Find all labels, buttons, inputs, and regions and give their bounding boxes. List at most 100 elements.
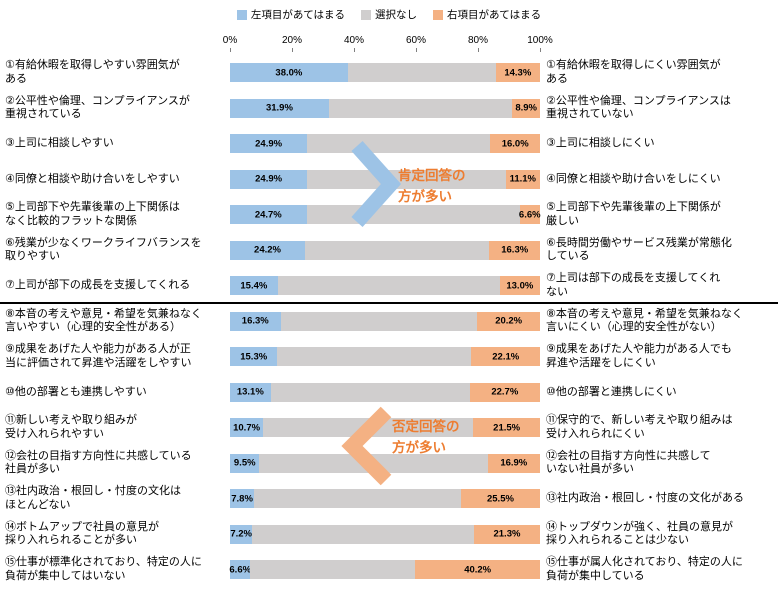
stacked-bar: 24.9% 11.1% (230, 169, 540, 189)
legend-label: 選択なし (375, 9, 417, 21)
right-item-label: ⑮仕事が属人化されており、特定の人に 負荷が集中している (546, 556, 743, 582)
positive-annotation: 肯定回答の 方が多い (398, 168, 466, 204)
bar-segment-left-applies: 24.9% (230, 134, 308, 154)
left-value-label: 31.9% (265, 102, 293, 114)
survey-row: ⑮仕事が標準化されており、特定の人に 負荷が集中してはいない 6.6% 40.2… (0, 552, 778, 588)
left-item-label: ⑨成果をあげた人や能力がある人が正 当に評価されて昇進や活躍をしやすい (5, 343, 192, 369)
left-value-label: 7.2% (230, 528, 252, 540)
axis-tick-mark (540, 48, 541, 52)
stacked-bar: 16.3% 20.2% (230, 311, 540, 331)
left-value-label: 16.3% (241, 315, 269, 327)
axis-tick-label: 100% (527, 35, 553, 46)
right-value-label: 22.1% (492, 351, 520, 363)
survey-row: ①有給休暇を取得しやすい雰囲気が ある 38.0% 14.3% ①有給休暇を取得… (0, 55, 778, 91)
axis-tick-label: 40% (343, 35, 365, 46)
survey-row: ④同僚と相談や助け合いをしやすい 24.9% 11.1% ④同僚と相談や助け合い… (0, 162, 778, 198)
survey-row: ⑫会社の目指す方向性に共感している 社員が多い 9.5% 16.9% ⑫会社の目… (0, 446, 778, 482)
axis-tick-label: 0% (222, 35, 238, 46)
right-item-label: ②公平性や倫理、コンプライアンスは 重視されていない (546, 94, 731, 121)
axis-tick-label: 80% (467, 35, 489, 46)
bar-segment-right-applies: 40.2% (415, 560, 540, 580)
bar-segment-no-selection (277, 276, 500, 296)
bar-segment-right-applies: 20.2% (477, 311, 540, 331)
survey-row: ②公平性や倫理、コンプライアンスが 重視されている 31.9% 8.9% ②公平… (0, 91, 778, 127)
left-value-label: 7.8% (231, 493, 253, 505)
bar-segment-no-selection (347, 63, 496, 83)
left-value-label: 15.3% (240, 351, 268, 363)
bar-segment-right-applies: 14.3% (495, 63, 540, 83)
right-value-label: 20.2% (495, 315, 523, 327)
right-value-label: 13.0% (506, 280, 534, 292)
bar-segment-right-applies: 11.1% (505, 169, 540, 189)
group-separator-line (0, 302, 778, 304)
left-item-label: ⑮仕事が標準化されており、特定の人に 負荷が集中してはいない (5, 556, 202, 582)
axis-tick-mark (416, 48, 417, 52)
legend-item: 左項目があてはまる (236, 7, 345, 22)
left-item-label: ⑪新しい考えや取り組みが 受け入れられやすい (5, 414, 137, 440)
stacked-bar: 24.2% 16.3% (230, 240, 540, 260)
left-value-label: 15.4% (240, 280, 268, 292)
bar-segment-left-applies: 24.7% (230, 205, 307, 225)
bar-segment-left-applies: 24.2% (230, 240, 306, 260)
left-value-label: 24.9% (255, 138, 283, 150)
survey-row: ⑨成果をあげた人や能力がある人が正 当に評価されて昇進や活躍をしやすい 15.3… (0, 339, 778, 375)
right-item-label: ⑬社内政治・根回し・忖度の文化がある (546, 492, 744, 504)
bar-segment-no-selection (280, 311, 478, 331)
left-item-label: ⑬社内政治・根回し・忖度の文化は ほとんどない (5, 485, 181, 511)
bar-segment-left-applies: 15.3% (230, 347, 278, 367)
negative-annotation: 否定回答の 方が多い (392, 419, 460, 455)
right-item-label: ⑦上司は部下の成長を支援してくれ ない (546, 272, 721, 298)
right-value-label: 8.9% (515, 102, 537, 114)
bar-segment-no-selection (305, 240, 490, 260)
right-item-label: ④同僚と相談や助け合いをしにくい (546, 172, 721, 185)
left-item-label: ①有給休暇を取得しやすい雰囲気が ある (5, 59, 180, 85)
survey-row: ⑪新しい考えや取り組みが 受け入れられやすい 10.7% 21.5% ⑪保守的で… (0, 410, 778, 446)
left-value-label: 24.7% (254, 209, 282, 221)
axis-tick-label: 20% (281, 35, 303, 46)
stacked-bar: 31.9% 8.9% (230, 98, 540, 118)
right-item-label: ③上司に相談しにくい (546, 137, 655, 149)
legend-swatch (361, 9, 371, 20)
left-value-label: 24.9% (255, 173, 283, 185)
bar-segment-left-applies: 7.2% (230, 524, 253, 544)
bar-segment-right-applies: 22.1% (471, 347, 540, 367)
survey-row: ⑦上司が部下の成長を支援してくれる 15.4% 13.0% ⑦上司は部下の成長を… (0, 268, 778, 304)
bar-segment-right-applies: 16.0% (490, 134, 540, 154)
right-value-label: 25.5% (486, 493, 514, 505)
bar-segment-left-applies: 7.8% (230, 489, 255, 509)
left-item-label: ⑩他の部署とも連携しやすい (5, 385, 147, 398)
right-item-label: ⑩他の部署と連携しにくい (546, 385, 677, 398)
right-item-label: ⑥長時間労働やサービス残業が常態化 している (546, 236, 732, 263)
survey-row: ③上司に相談しやすい 24.9% 16.0% ③上司に相談しにくい (0, 126, 778, 162)
bar-segment-no-selection (250, 560, 416, 580)
bar-segment-left-applies: 31.9% (230, 98, 329, 118)
stacked-bar: 13.1% 22.7% (230, 382, 540, 402)
survey-row: ⑩他の部署とも連携しやすい 13.1% 22.7% ⑩他の部署と連携しにくい (0, 375, 778, 411)
bar-segment-right-applies: 6.6% (518, 205, 541, 225)
survey-row: ⑤上司部下や先輩後輩の上下関係は なく比較的フラットな関係 24.7% 6.6%… (0, 197, 778, 233)
axis-tick-mark (230, 48, 231, 52)
bar-segment-right-applies: 25.5% (460, 489, 540, 509)
left-value-label: 9.5% (233, 457, 256, 469)
stacked-bar: 10.7% 21.5% (230, 418, 540, 438)
left-item-label: ⑥残業が少なくワークライフバランスを 取りやすい (5, 236, 202, 263)
right-value-label: 6.6% (518, 209, 541, 221)
right-item-label: ⑨成果をあげた人や能力がある人でも 昇進や活躍をしにくい (546, 343, 732, 369)
stacked-bar: 15.4% 13.0% (230, 276, 540, 296)
bar-segment-no-selection (254, 489, 461, 509)
right-value-label: 11.1% (509, 173, 536, 185)
left-item-label: ⑭ボトムアップで社員の意見が 採り入れられることが多い (5, 520, 159, 547)
bar-segment-right-applies: 16.9% (487, 453, 540, 473)
chart-legend: 左項目があてはまる 選択なし 右項目があてはまる (0, 7, 778, 22)
bar-segment-left-applies: 38.0% (230, 63, 348, 83)
right-item-label: ⑪保守的で、新しい考えや取り組みは 受け入れられにくい (546, 414, 733, 440)
left-value-label: 10.7% (233, 422, 261, 434)
bar-segment-no-selection (252, 524, 474, 544)
axis-tick-mark (478, 48, 479, 52)
right-value-label: 22.7% (491, 386, 519, 398)
legend-label: 左項目があてはまる (250, 9, 345, 21)
right-item-label: ⑭トップダウンが強く、社員の意見が 採り入れられることは少ない (546, 520, 733, 547)
left-item-label: ⑧本音の考えや意見・希望を気兼ねなく 言いやすい（心理的安全性がある） (5, 307, 202, 334)
left-item-label: ⑫会社の目指す方向性に共感している 社員が多い (5, 449, 192, 476)
